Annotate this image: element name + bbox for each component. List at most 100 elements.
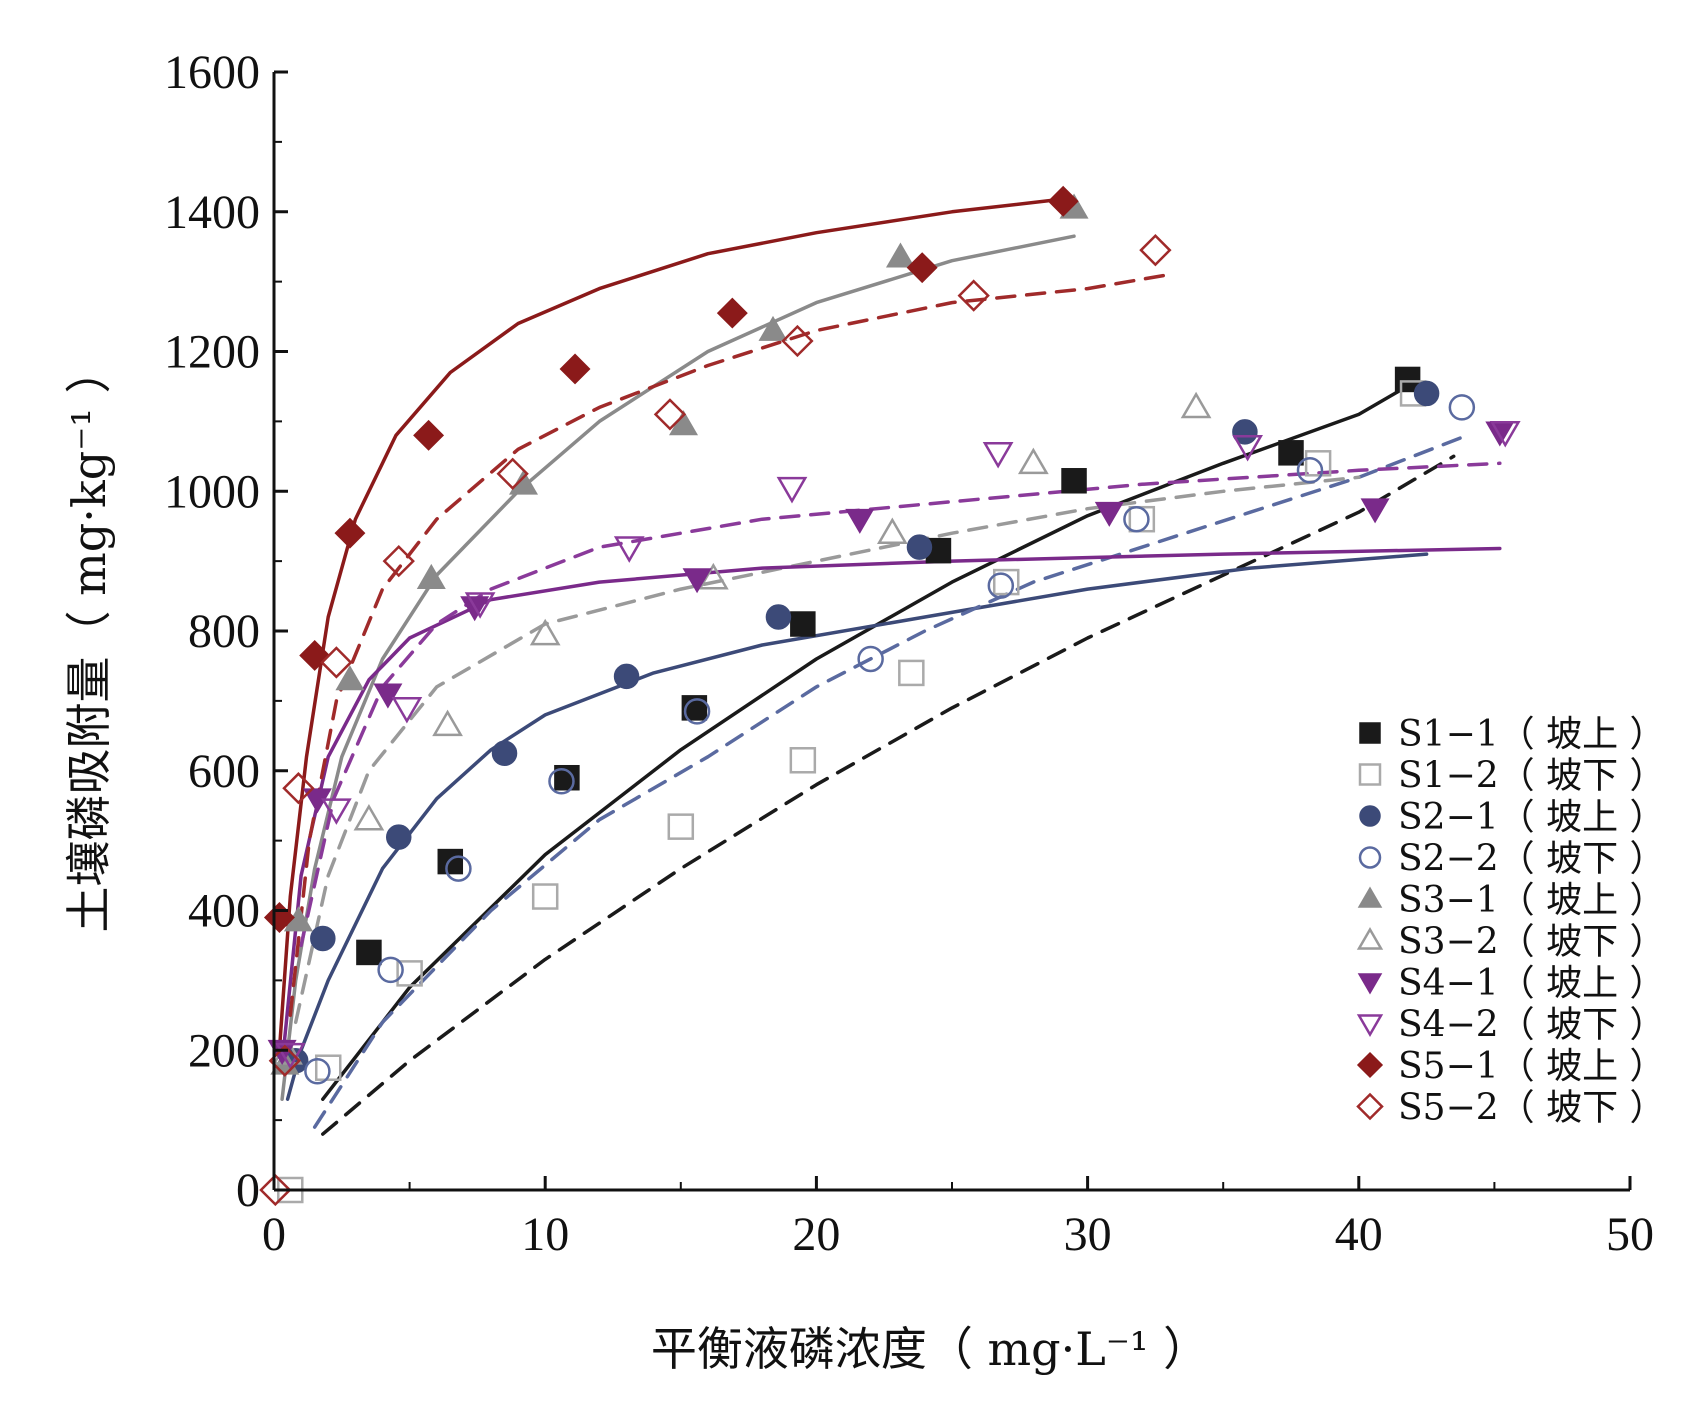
legend-item: S3−2（ 坡下 ） [1356, 922, 1666, 963]
y-tick-label: 1400 [164, 186, 260, 239]
series-10 [259, 234, 1172, 1207]
legend-marker [1356, 1014, 1384, 1037]
y-tick-label: 400 [188, 885, 260, 938]
data-point [1094, 501, 1124, 527]
data-point [1489, 421, 1521, 448]
legend-marker [1358, 846, 1382, 869]
data-point [396, 960, 423, 987]
data-point [304, 1057, 331, 1085]
data-point [613, 536, 645, 563]
legend-marker [1358, 763, 1382, 786]
data-point [1296, 457, 1324, 484]
data-point [437, 848, 464, 875]
y-tick-label: 1200 [164, 326, 260, 379]
data-point [413, 419, 445, 451]
data-point [906, 534, 933, 560]
legend-marker [1359, 722, 1381, 744]
data-point [682, 568, 712, 594]
legend-label: S1−1（ 坡上 ） [1398, 714, 1666, 755]
data-point [781, 324, 814, 358]
fit-curve-10 [288, 272, 1171, 1018]
data-point [992, 568, 1020, 596]
legend-marker [1359, 805, 1381, 827]
x-tick-label: 30 [1064, 1208, 1112, 1261]
series-3 [282, 380, 1440, 1074]
data-point [1360, 498, 1390, 524]
data-point [857, 645, 884, 673]
data-point [1278, 440, 1304, 466]
data-point [496, 457, 529, 490]
y-tick-label: 800 [188, 605, 260, 658]
data-point [356, 939, 382, 966]
x-tick-label: 0 [262, 1208, 286, 1261]
fit-curve-8 [299, 461, 1502, 948]
y-tick-label: 0 [236, 1164, 260, 1217]
series-1 [356, 366, 1421, 966]
data-point [1180, 391, 1212, 419]
data-point [491, 740, 518, 767]
data-point [1413, 380, 1440, 407]
data-point [1139, 234, 1172, 267]
data-point [653, 398, 687, 431]
legend-item: S5−1（ 坡上 ） [1356, 1046, 1666, 1087]
data-point [885, 242, 915, 268]
x-tick-label: 20 [792, 1208, 840, 1261]
data-point [790, 611, 816, 637]
data-point [667, 813, 695, 840]
data-point [274, 1042, 306, 1070]
data-point [529, 618, 561, 646]
data-point [259, 1173, 292, 1207]
fit-curve-2 [321, 454, 1456, 1136]
legend-item: S1−2（ 坡下 ） [1358, 756, 1666, 797]
data-point [386, 824, 412, 850]
x-tick-label: 10 [521, 1208, 569, 1261]
fit-curve-6 [293, 475, 1361, 1025]
data-point [391, 697, 423, 724]
data-point [416, 563, 446, 589]
data-point [335, 665, 365, 691]
data-point [776, 476, 808, 504]
data-point [377, 956, 404, 984]
data-point [1304, 450, 1332, 477]
legend-marker [1357, 973, 1383, 995]
fit-curve-3 [285, 552, 1429, 1101]
data-point [559, 353, 591, 385]
data-point [716, 297, 748, 329]
fit-curve-4 [312, 433, 1470, 1129]
data-point [373, 683, 403, 709]
x-tick-label: 50 [1606, 1208, 1654, 1261]
fit-curve-1 [321, 381, 1415, 1101]
tick-labels: 0 10 20 30 40 50 0 200 400 600 800 1000 1200 1400 1600 [164, 46, 1654, 1261]
y-tick-label: 600 [188, 745, 260, 798]
data-point [320, 646, 353, 679]
data-point [906, 252, 938, 284]
data-point [982, 441, 1014, 469]
legend-label: S5−1（ 坡上 ） [1398, 1046, 1666, 1087]
data-point [314, 1054, 342, 1081]
legend-label: S1−2（ 坡下 ） [1398, 756, 1666, 797]
series-9 [263, 185, 1079, 933]
legend-item: S3−1（ 坡上 ） [1357, 880, 1666, 921]
data-point [683, 698, 711, 725]
x-axis-title: 平衡液磷浓度（ mg·L⁻¹ ） [651, 1322, 1209, 1376]
y-axis-title: 土壤磷吸附量（ mg·kg⁻¹ ） [62, 348, 116, 933]
plot-area [259, 185, 1521, 1207]
data-point [310, 925, 336, 952]
data-point [1232, 434, 1263, 462]
data-point [1123, 505, 1150, 533]
data-point [445, 855, 472, 882]
data-point [353, 803, 385, 831]
x-tick-label: 40 [1335, 1208, 1383, 1261]
legend-label: S2−2（ 坡下 ） [1398, 839, 1666, 880]
data-point [509, 469, 539, 495]
data-point [1061, 468, 1087, 494]
legend-item: S1−1（ 坡上 ） [1359, 714, 1666, 755]
data-point [464, 592, 496, 619]
data-point [758, 315, 788, 341]
legend-item: S5−2（ 坡下 ） [1356, 1088, 1666, 1129]
data-point [765, 604, 792, 630]
legend-label: S3−2（ 坡下 ） [1398, 922, 1666, 963]
y-tick-label: 200 [188, 1024, 260, 1077]
data-point [613, 663, 640, 690]
data-point [1047, 185, 1079, 217]
